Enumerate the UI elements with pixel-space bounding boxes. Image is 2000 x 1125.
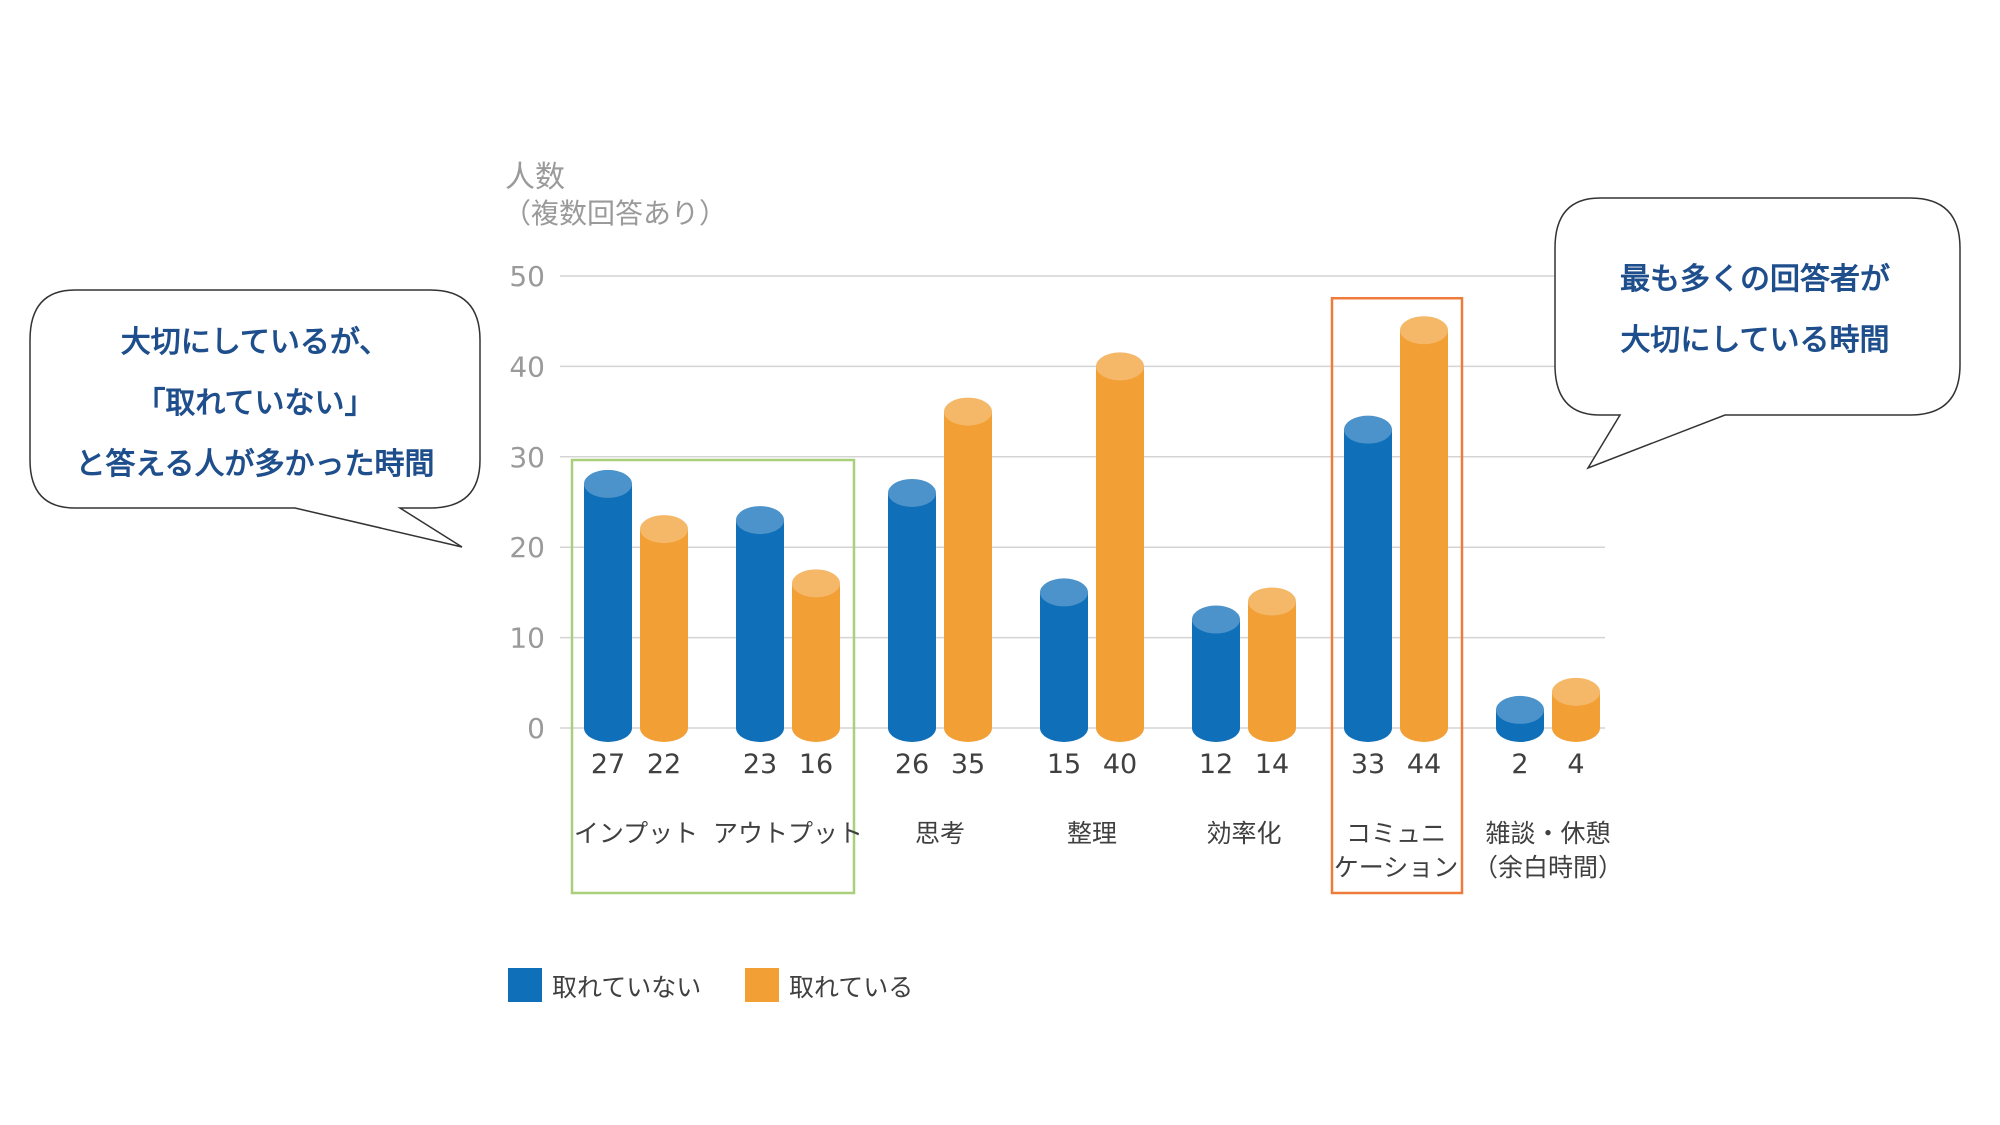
highlight-boxes <box>570 296 1464 895</box>
callout-left-line3: と答える人が多かった時間 <box>75 447 434 482</box>
bar-body <box>792 583 840 742</box>
bar <box>584 469 632 742</box>
highlight-box <box>1330 296 1464 895</box>
highlight-box <box>570 458 856 895</box>
bar <box>1040 578 1088 742</box>
category-label: （余白時間） <box>1473 853 1623 882</box>
bar-top <box>1248 587 1296 616</box>
bar-body <box>1096 366 1144 742</box>
y-tick-label: 20 <box>509 531 545 564</box>
y-axis-title-line1: 人数 <box>505 160 565 195</box>
category-label: インプット <box>574 819 698 848</box>
bar-body <box>1400 330 1448 742</box>
callout-right-line1: 最も多くの回答者が <box>1620 262 1890 297</box>
legend-swatch <box>745 968 779 1002</box>
legend-label: 取れていない <box>552 973 701 1002</box>
data-label: 33 <box>1351 749 1385 780</box>
bar-body <box>584 483 632 742</box>
bar <box>1496 695 1544 742</box>
bar-body <box>1344 429 1392 742</box>
bar <box>1552 677 1600 742</box>
bar-body <box>888 492 936 742</box>
y-tick-label: 0 <box>527 712 545 745</box>
bar-top <box>584 469 632 498</box>
data-labels: 27 22 23 16 26 35 15 40 12 14 33 44 2 4 <box>591 749 1585 780</box>
bar <box>888 478 936 742</box>
bar-top <box>1040 578 1088 607</box>
bar <box>944 397 992 742</box>
data-label: 44 <box>1407 749 1441 780</box>
bars <box>584 316 1600 742</box>
category-label: 効率化 <box>1206 819 1281 848</box>
bar-body <box>1192 619 1240 742</box>
bar-body <box>1248 601 1296 742</box>
bar-body <box>736 520 784 742</box>
data-label: 27 <box>591 749 625 780</box>
data-label: 23 <box>743 749 777 780</box>
legend-label: 取れている <box>789 973 913 1002</box>
data-label: 35 <box>951 749 985 780</box>
bar-top <box>736 506 784 535</box>
data-label: 22 <box>647 749 681 780</box>
bar <box>1400 316 1448 742</box>
bar-top <box>888 478 936 507</box>
bar-top <box>1096 352 1144 381</box>
bar <box>736 506 784 742</box>
data-label: 4 <box>1567 749 1584 780</box>
data-label: 15 <box>1047 749 1081 780</box>
data-label: 40 <box>1103 749 1137 780</box>
y-axis-title-line2: （複数回答あり） <box>503 197 727 230</box>
y-axis: 人数 （複数回答あり） 0 10 20 30 40 50 <box>503 160 727 745</box>
bar-top <box>1400 316 1448 345</box>
y-tick-label: 40 <box>509 350 545 383</box>
bar <box>1248 587 1296 742</box>
data-label: 14 <box>1255 749 1289 780</box>
legend-swatch <box>508 968 542 1002</box>
bar-top <box>640 515 688 544</box>
y-tick-label: 30 <box>509 441 545 474</box>
category-label: コミュニ <box>1346 819 1446 848</box>
bar-top <box>1496 695 1544 724</box>
bar <box>792 569 840 742</box>
data-label: 12 <box>1199 749 1233 780</box>
callout-left-bubble <box>29 289 481 548</box>
callout-left: 大切にしているが、 「取れていない」 と答える人が多かった時間 <box>29 289 481 548</box>
category-label: 雑談・休憩 <box>1485 819 1610 848</box>
bar-top <box>1552 677 1600 706</box>
callout-right: 最も多くの回答者が 大切にしている時間 <box>1554 197 1961 470</box>
bar-top <box>1344 415 1392 444</box>
bar <box>640 515 688 742</box>
bar-top <box>792 569 840 598</box>
y-tick-label: 50 <box>509 260 545 293</box>
bar-body <box>640 529 688 742</box>
callout-right-bubble <box>1554 197 1961 470</box>
bar <box>1192 605 1240 742</box>
category-label: アウトプット <box>713 819 863 848</box>
callout-left-line2: 「取れていない」 <box>135 386 374 421</box>
bar <box>1344 415 1392 742</box>
legend: 取れていない 取れている <box>508 968 913 1002</box>
callout-right-line2: 大切にしている時間 <box>1620 323 1889 358</box>
data-label: 2 <box>1511 749 1528 780</box>
bar-body <box>1552 691 1600 742</box>
data-label: 16 <box>799 749 833 780</box>
bar-top <box>1192 605 1240 634</box>
y-tick-label: 10 <box>509 622 545 655</box>
category-label: 思考 <box>915 819 965 848</box>
category-label: 整理 <box>1067 819 1117 848</box>
bar <box>1096 352 1144 742</box>
callout-left-line1: 大切にしているが、 <box>121 325 390 360</box>
bar-top <box>944 397 992 426</box>
data-label: 26 <box>895 749 929 780</box>
bar-body <box>1040 592 1088 742</box>
bar-body <box>944 411 992 742</box>
category-label: ケーション <box>1334 853 1459 882</box>
